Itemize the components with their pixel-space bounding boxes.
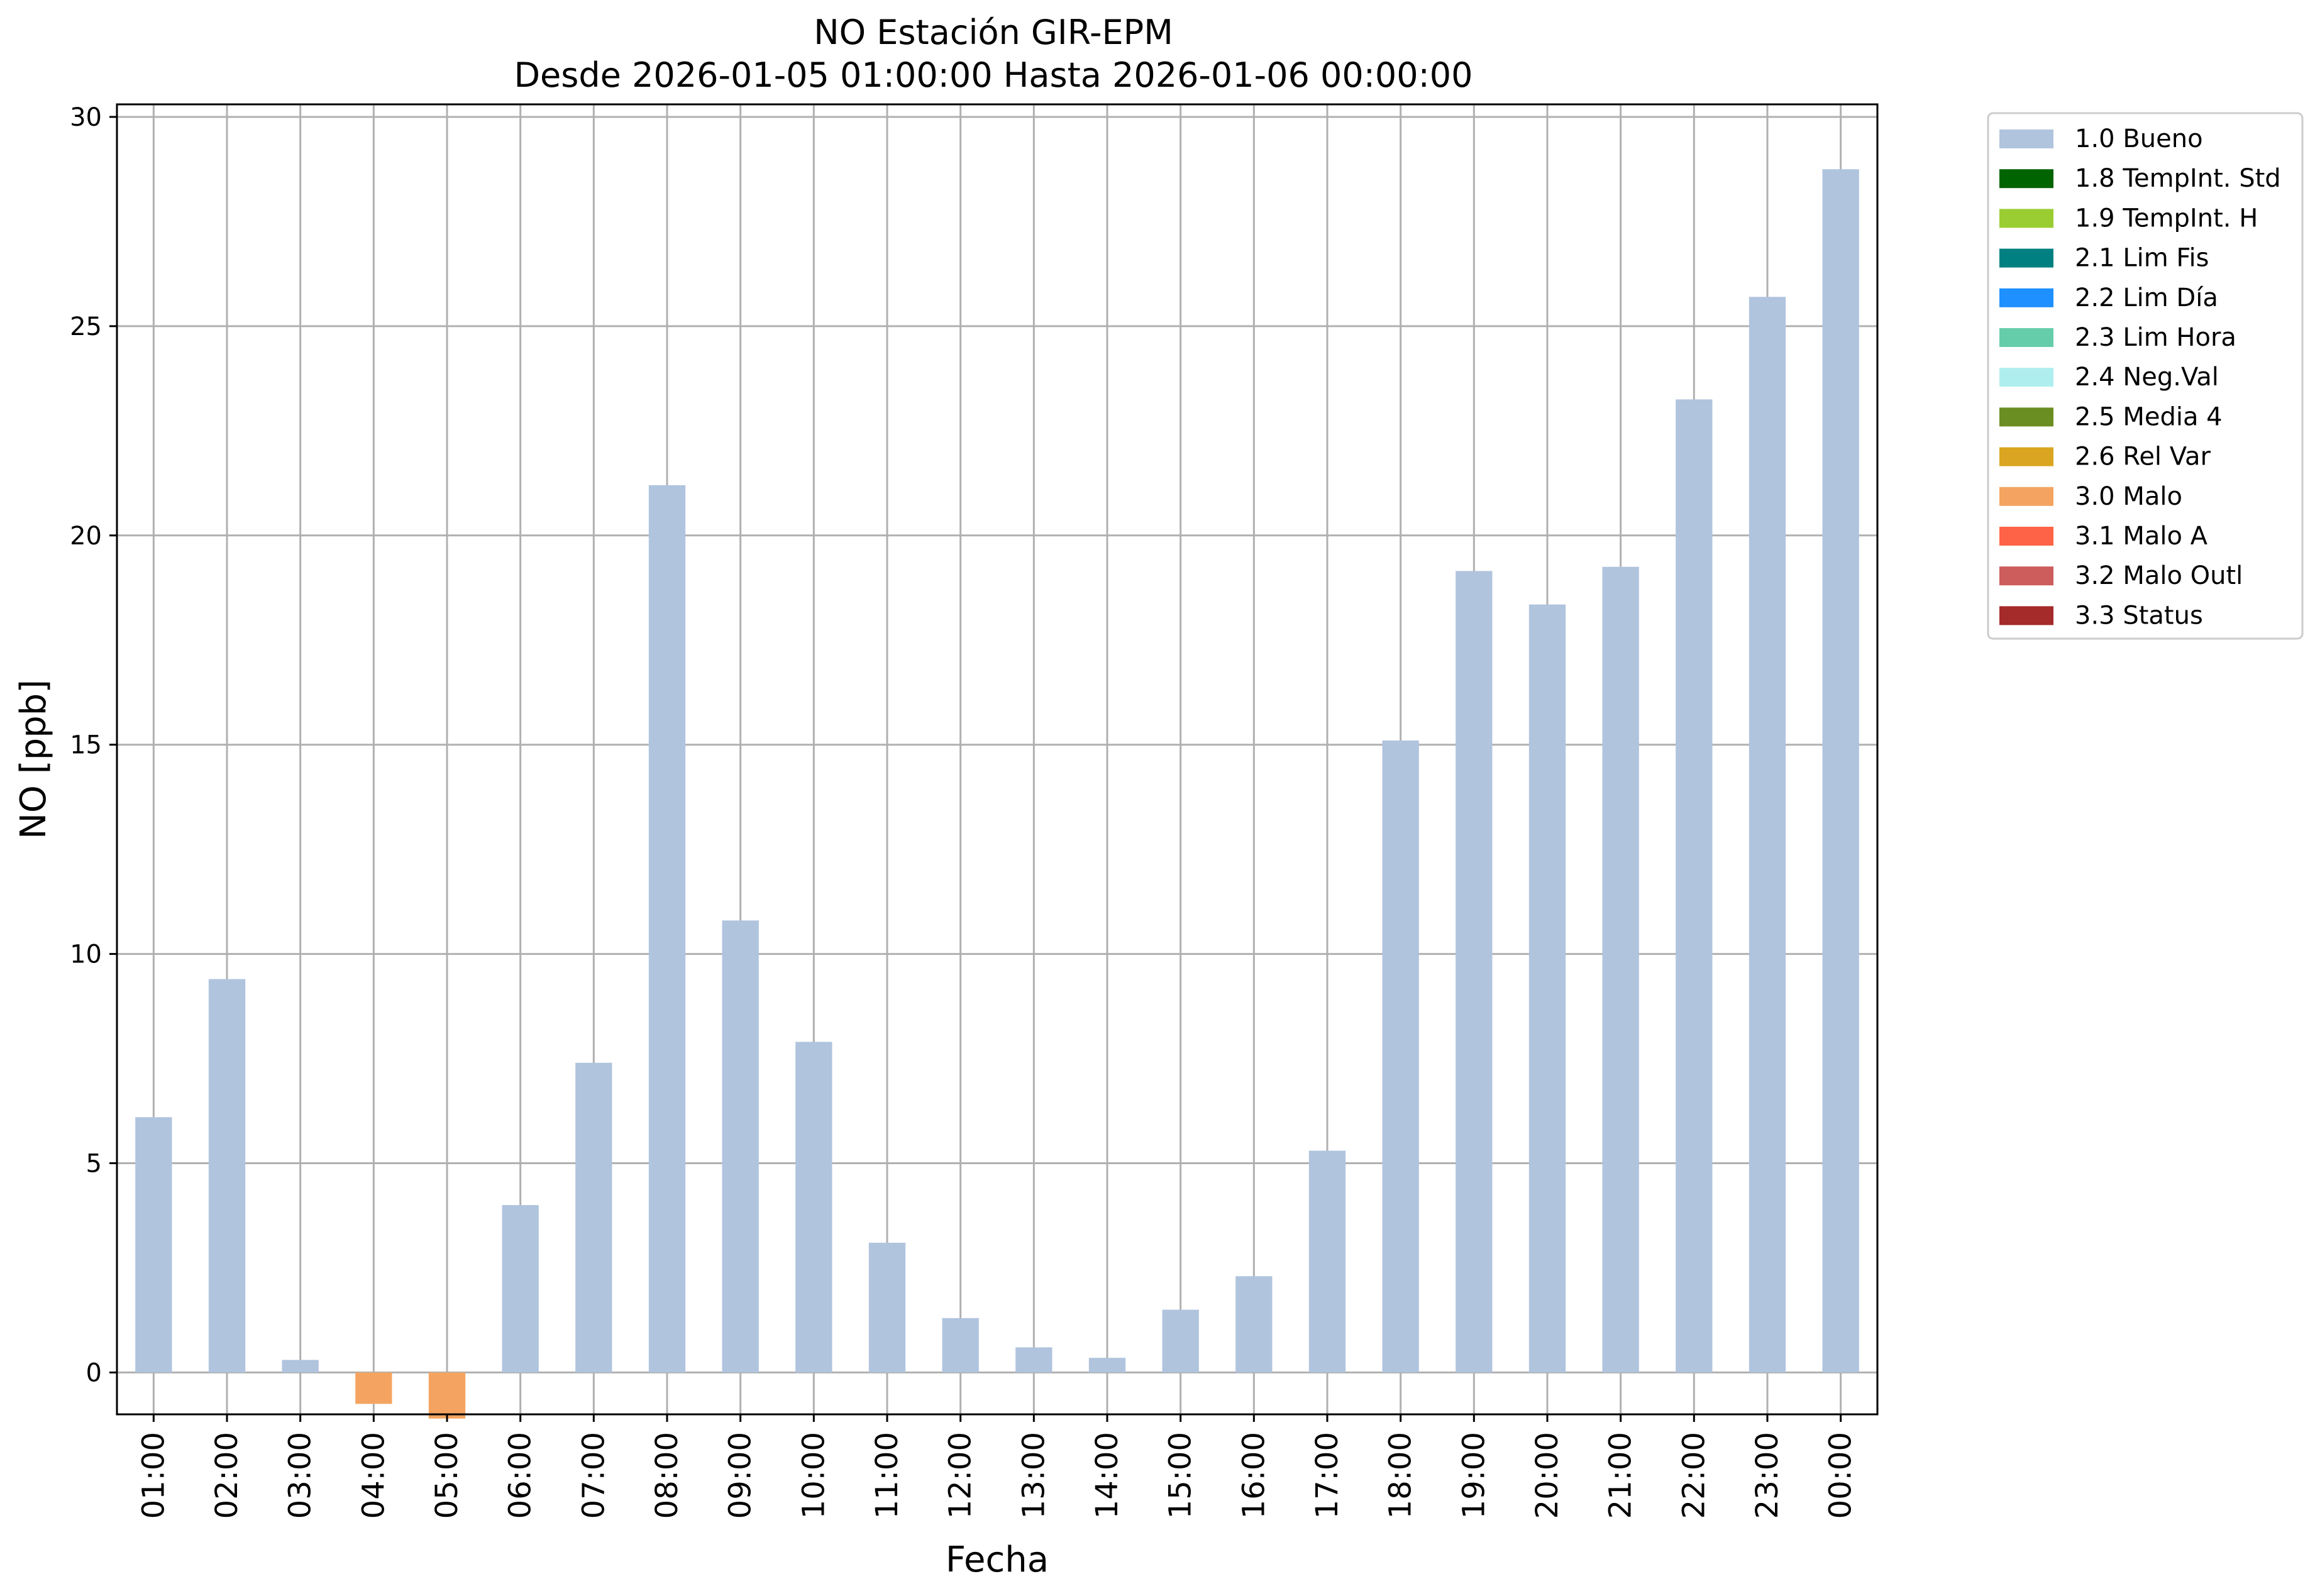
- y-tick-label: 25: [70, 312, 102, 341]
- y-tick-label: 10: [70, 940, 102, 969]
- legend: 1.0 Bueno 1.8 TempInt. Std 1.9 TempInt. H 2…: [1987, 112, 2304, 640]
- bar: [795, 1042, 832, 1373]
- legend-label: 2.6 Rel Var: [2075, 443, 2211, 471]
- x-tick-label: 10:00: [796, 1432, 831, 1519]
- x-tick-label: 18:00: [1383, 1432, 1418, 1519]
- x-tick-label: 06:00: [503, 1432, 538, 1519]
- legend-swatch: [1999, 288, 2053, 307]
- x-tick-label: 15:00: [1163, 1432, 1198, 1519]
- bar: [1015, 1347, 1053, 1373]
- legend-label: 3.2 Malo Outl: [2075, 561, 2243, 590]
- bar: [1308, 1150, 1346, 1373]
- legend-label: 3.1 Malo A: [2075, 522, 2208, 551]
- bar: [208, 979, 246, 1373]
- legend-label: 2.2 Lim Día: [2075, 283, 2218, 312]
- y-axis-label: NO [ppb]: [13, 680, 54, 839]
- bar: [1088, 1358, 1126, 1373]
- bars-layer: [135, 169, 1859, 1419]
- legend-label: 1.0 Bueno: [2075, 124, 2203, 153]
- x-tick-label: 13:00: [1016, 1432, 1051, 1519]
- legend-label: 1.8 TempInt. Std: [2075, 164, 2281, 193]
- legend-swatch: [1999, 328, 2053, 347]
- y-axis: 0 5 10 15 20 25 30: [70, 103, 117, 1387]
- x-tick-label: 00:00: [1823, 1432, 1859, 1519]
- x-tick-label: 17:00: [1310, 1432, 1345, 1519]
- bar: [1235, 1276, 1273, 1373]
- legend-label: 2.4 Neg.Val: [2075, 363, 2219, 392]
- x-tick-label: 05:00: [429, 1432, 465, 1519]
- plot-frame: [116, 103, 1879, 1416]
- y-tick-label: 5: [86, 1150, 102, 1179]
- x-tick-label: 12:00: [943, 1432, 978, 1519]
- x-tick-label: 11:00: [870, 1432, 905, 1519]
- legend-swatch: [1999, 527, 2053, 546]
- bar: [282, 1360, 319, 1373]
- x-tick-label: 02:00: [209, 1432, 245, 1519]
- bar: [502, 1205, 539, 1373]
- legend-swatch: [1999, 487, 2053, 506]
- x-tick-label: 04:00: [356, 1432, 391, 1519]
- legend-swatch: [1999, 407, 2053, 427]
- bar: [1602, 566, 1639, 1373]
- y-tick-label: 0: [86, 1358, 102, 1387]
- bar: [428, 1372, 466, 1419]
- x-tick-label: 07:00: [576, 1432, 611, 1519]
- bar: [1749, 297, 1786, 1373]
- chart-subtitle: Desde 2026-01-05 01:00:00 Hasta 2026-01-…: [514, 55, 1472, 95]
- x-tick-label: 19:00: [1456, 1432, 1491, 1519]
- legend-label: 2.5 Media 4: [2075, 402, 2223, 431]
- bar: [1382, 740, 1419, 1373]
- bar: [1456, 571, 1493, 1373]
- bar: [722, 920, 759, 1373]
- legend-swatch: [1999, 129, 2053, 148]
- bar: [135, 1117, 172, 1373]
- y-tick-label: 15: [70, 731, 102, 760]
- bar: [1528, 604, 1566, 1373]
- bar: [1676, 399, 1713, 1373]
- y-tick-label: 30: [70, 103, 102, 132]
- x-tick-label: 01:00: [136, 1432, 171, 1519]
- legend-label: 3.0 Malo: [2075, 482, 2182, 511]
- bar: [868, 1243, 906, 1373]
- legend-items: 1.0 Bueno 1.8 TempInt. Std 1.9 TempInt. H 2…: [1999, 124, 2281, 630]
- x-tick-label: 23:00: [1750, 1432, 1785, 1519]
- bar: [942, 1318, 979, 1373]
- x-axis: 01:00 02:00 03:00 04:00 05:00 06:00 07:00 08:00…: [136, 1414, 1859, 1519]
- legend-swatch: [1999, 209, 2053, 228]
- bar: [648, 485, 686, 1373]
- bar: [1162, 1309, 1199, 1373]
- legend-label: 3.3 Status: [2075, 601, 2203, 630]
- y-tick-label: 20: [70, 522, 102, 551]
- bar: [355, 1372, 392, 1404]
- chart-title: NO Estación GIR-EPM: [814, 13, 1173, 52]
- legend-label: 2.3 Lim Hora: [2075, 323, 2236, 352]
- x-tick-label: 08:00: [649, 1432, 685, 1519]
- x-tick-label: 21:00: [1603, 1432, 1638, 1519]
- legend-swatch: [1999, 447, 2053, 466]
- x-tick-label: 09:00: [723, 1432, 758, 1519]
- bar: [1822, 169, 1859, 1373]
- x-tick-label: 20:00: [1530, 1432, 1565, 1519]
- legend-swatch: [1999, 248, 2053, 268]
- legend-frame: [1987, 112, 2304, 640]
- bar: [575, 1062, 612, 1373]
- legend-swatch: [1999, 368, 2053, 387]
- legend-swatch: [1999, 566, 2053, 586]
- legend-swatch: [1999, 606, 2053, 625]
- x-axis-label: Fecha: [946, 1539, 1049, 1580]
- x-tick-label: 03:00: [283, 1432, 318, 1519]
- x-tick-label: 14:00: [1090, 1432, 1125, 1519]
- x-tick-label: 22:00: [1676, 1432, 1711, 1519]
- legend-label: 1.9 TempInt. H: [2075, 204, 2258, 233]
- legend-swatch: [1999, 169, 2053, 189]
- x-tick-label: 16:00: [1236, 1432, 1271, 1519]
- legend-label: 2.1 Lim Fis: [2075, 244, 2209, 273]
